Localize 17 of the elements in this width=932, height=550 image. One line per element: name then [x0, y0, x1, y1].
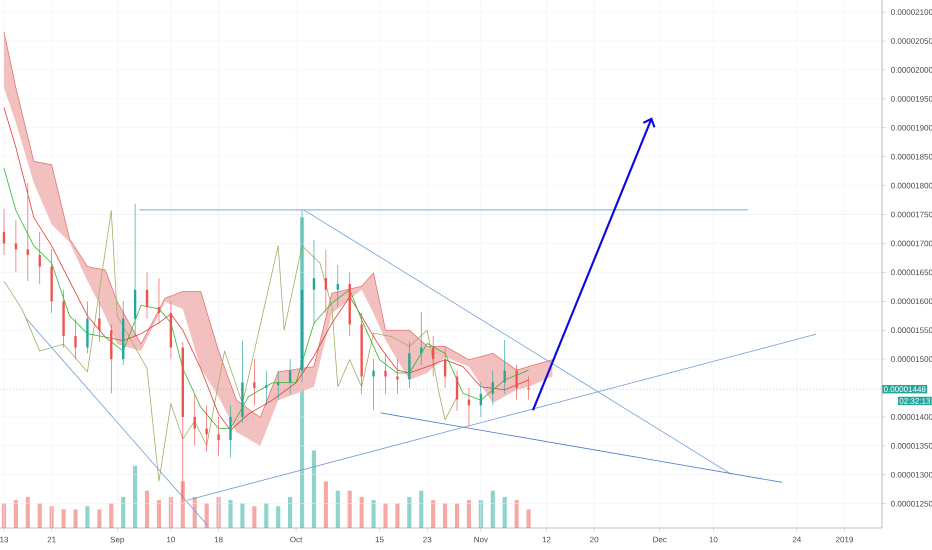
x-tick-label: Oct: [290, 536, 302, 542]
x-tick-label: 10: [710, 536, 718, 542]
x-tick-label: 24: [792, 536, 802, 542]
x-tick-label: 2019: [836, 536, 854, 542]
x-tick-label: 23: [423, 536, 432, 542]
x-tick-label: Dec: [653, 536, 667, 542]
x-tick-label: 15: [376, 536, 384, 542]
text: 02:32:13: [900, 398, 930, 404]
x-tick-label: 10: [167, 536, 176, 542]
x-tick-label: 12: [542, 536, 550, 542]
x-tick-label: Sep: [110, 536, 124, 544]
x-tick-label: 21: [48, 536, 56, 542]
x-tick-label: 18: [214, 536, 223, 542]
x-tick-label: 20: [590, 536, 598, 542]
ref-line-label: 0.00001448: [884, 386, 926, 392]
x-tick-label: 13: [0, 536, 8, 542]
x-tick-label: Nov: [474, 536, 488, 542]
